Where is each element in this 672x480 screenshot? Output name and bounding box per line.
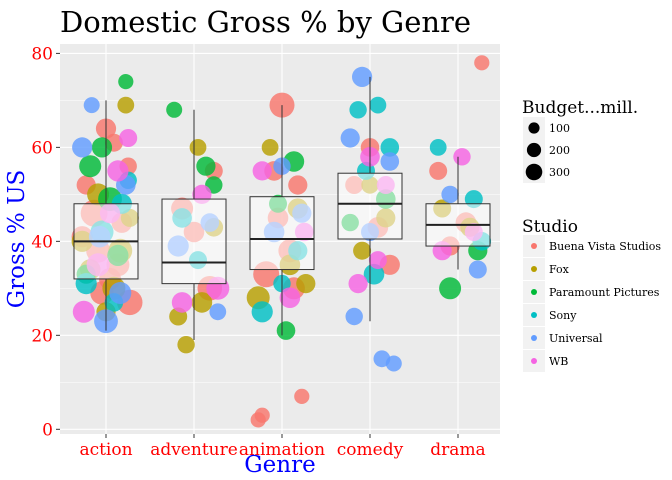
data-point [348, 274, 368, 294]
data-point [441, 185, 459, 204]
legend-color-title: Studio [522, 217, 578, 237]
legend-color-key [531, 335, 537, 341]
x-tick-label: animation [239, 440, 325, 460]
data-point [177, 336, 195, 354]
data-point [385, 355, 402, 372]
data-point [294, 388, 310, 404]
legend-budget: Budget...mill. 100 200 300 [522, 98, 638, 183]
data-point [288, 175, 308, 195]
data-point [439, 277, 462, 300]
legend-color-label: Paramount Pictures [549, 286, 660, 299]
data-point [118, 74, 134, 90]
x-tick-label: action [79, 440, 132, 460]
data-point [352, 66, 373, 87]
y-axis-title: Gross % US [4, 170, 30, 308]
data-point [254, 407, 270, 423]
y-tick-label: 40 [31, 232, 53, 252]
legend-color-label: Buena Vista Studios [549, 240, 661, 253]
data-point [117, 96, 135, 114]
legend-color-label: Sony [549, 309, 577, 322]
legend-size-key [528, 122, 540, 134]
data-point [369, 96, 387, 114]
data-point [349, 101, 367, 119]
x-tick-label: comedy [337, 440, 404, 460]
boxplot-box [249, 196, 315, 271]
data-point [109, 282, 132, 304]
legend-color-label: Fox [549, 263, 570, 276]
boxplot-box [337, 172, 403, 240]
legend-color-key [531, 289, 537, 295]
legend-size-key [525, 163, 543, 181]
x-axis-title: Genre [244, 452, 315, 478]
data-point [429, 139, 447, 156]
data-point [251, 301, 273, 323]
data-point [340, 128, 360, 148]
data-point [166, 101, 183, 118]
legend-size-title: Budget...mill. [522, 98, 638, 118]
data-point [474, 55, 490, 71]
data-point [171, 292, 193, 313]
y-tick-label: 20 [31, 326, 53, 346]
legend-studio: Studio Buena Vista Studios Fox Paramount Pi… [522, 217, 661, 372]
data-point [119, 129, 138, 147]
legend-color-label: Universal [549, 332, 603, 345]
data-point [368, 251, 387, 270]
boxplot-box [161, 198, 227, 285]
legend-size-label: 200 [549, 144, 570, 157]
y-tick-label: 60 [31, 138, 53, 158]
data-point [453, 148, 471, 166]
data-point [107, 160, 129, 182]
legend-color-key [531, 243, 537, 249]
legend-size-key [526, 142, 542, 158]
data-point [353, 241, 372, 260]
y-tick-label: 80 [31, 44, 53, 64]
data-point [345, 307, 363, 326]
x-axis: action adventure animation comedy drama [79, 434, 486, 460]
legend-size-label: 300 [549, 166, 570, 179]
chart-title: Domestic Gross % by Genre [60, 5, 471, 39]
data-point [83, 97, 100, 114]
data-point [72, 300, 95, 323]
data-point [296, 274, 316, 294]
data-point [279, 287, 301, 309]
data-point [191, 292, 213, 313]
legend-size-label: 100 [549, 122, 570, 135]
data-point [380, 152, 400, 171]
legend-color-key [531, 358, 537, 364]
data-point [196, 156, 216, 176]
y-tick-label: 0 [42, 420, 53, 440]
legend-color-key [531, 266, 537, 272]
data-point [468, 260, 487, 279]
data-point [261, 139, 279, 156]
data-point [380, 138, 400, 157]
x-tick-label: drama [430, 440, 485, 460]
data-point [209, 303, 227, 321]
data-point [79, 155, 102, 178]
data-point [429, 161, 448, 180]
legend-color-key [531, 312, 537, 318]
data-point [363, 263, 385, 285]
data-point [276, 321, 296, 340]
data-point [72, 137, 93, 158]
y-axis: 0 20 40 60 80 [31, 44, 60, 440]
legend-color-label: WB [549, 355, 568, 368]
data-point [91, 137, 113, 158]
x-tick-label: adventure [150, 440, 238, 460]
data-point [252, 161, 272, 181]
data-point [189, 139, 207, 156]
boxplots [73, 76, 491, 341]
